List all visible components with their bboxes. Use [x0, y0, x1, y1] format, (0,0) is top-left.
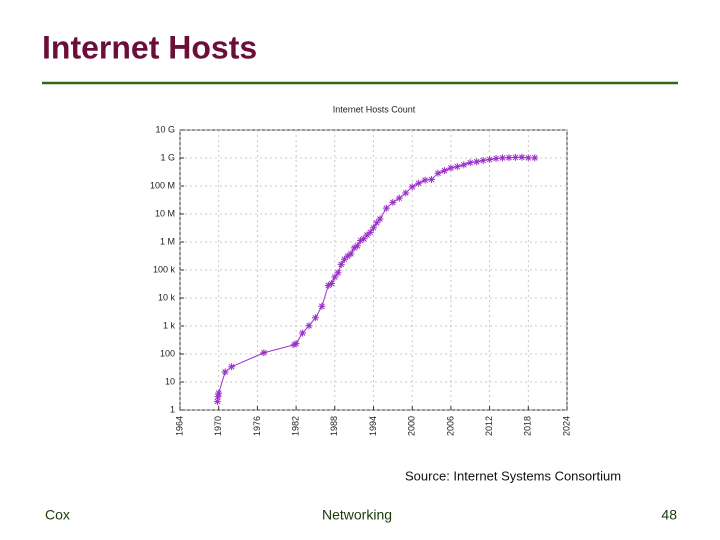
point-marker: [428, 175, 436, 183]
point-marker: [311, 314, 319, 322]
point-marker: [408, 183, 416, 191]
point-marker: [447, 164, 455, 172]
x-tick-label: 1970: [213, 416, 223, 436]
point-marker: [376, 215, 384, 223]
point-marker: [350, 244, 358, 252]
point-marker: [518, 153, 526, 161]
x-tick-label: 2012: [484, 416, 494, 436]
point-marker: [260, 349, 268, 357]
point-marker: [421, 176, 429, 184]
point-marker: [524, 154, 532, 162]
y-tick-label: 10: [165, 376, 175, 386]
x-tick-label: 2006: [445, 416, 455, 436]
point-marker: [492, 154, 500, 162]
point-marker: [402, 189, 410, 197]
point-marker: [299, 329, 307, 337]
point-marker: [340, 255, 348, 263]
point-marker: [531, 154, 539, 162]
footer-center: Networking: [322, 507, 392, 523]
point-marker: [473, 158, 481, 166]
point-marker: [460, 161, 468, 169]
point-marker: [440, 167, 448, 175]
y-tick-label: 10 G: [155, 124, 175, 134]
source-note: Source: Internet Systems Consortium: [405, 468, 621, 483]
x-tick-label: 1982: [290, 416, 300, 436]
point-marker: [373, 219, 381, 227]
point-marker: [360, 235, 368, 243]
y-tick-label: 100: [160, 348, 175, 358]
point-marker: [357, 236, 365, 244]
y-tick-label: 1 G: [160, 152, 175, 162]
point-marker: [331, 273, 339, 281]
point-marker: [228, 363, 236, 371]
series-line: [216, 156, 535, 402]
x-tick-label: 1964: [174, 416, 184, 436]
point-marker: [215, 389, 223, 397]
point-marker: [499, 154, 506, 162]
y-tick-label: 10 k: [158, 292, 176, 302]
x-tick-label: 1976: [252, 416, 262, 436]
point-marker: [415, 179, 423, 187]
y-tick-label: 1 k: [163, 320, 176, 330]
point-marker: [389, 198, 397, 206]
x-tick-label: 2024: [561, 416, 571, 436]
y-tick-label: 100 M: [150, 180, 175, 190]
point-marker: [334, 269, 342, 277]
point-marker: [486, 155, 494, 163]
y-tick-label: 1: [170, 404, 175, 414]
y-tick-label: 100 k: [153, 264, 176, 274]
point-marker: [511, 153, 519, 161]
point-marker: [363, 231, 371, 239]
point-marker: [453, 163, 461, 171]
point-marker: [382, 204, 390, 212]
point-marker: [347, 250, 355, 258]
y-tick-label: 1 M: [160, 236, 175, 246]
point-marker: [466, 159, 474, 167]
y-tick-label: 10 M: [155, 208, 175, 218]
point-marker: [479, 156, 487, 164]
point-marker: [305, 322, 313, 330]
point-marker: [328, 279, 336, 287]
point-marker: [214, 393, 222, 401]
slide-title: Internet Hosts: [42, 29, 257, 65]
point-marker: [337, 260, 345, 268]
point-marker: [344, 252, 352, 260]
point-marker: [290, 341, 298, 349]
point-marker: [370, 224, 377, 232]
x-tick-label: 1988: [329, 416, 339, 436]
point-marker: [292, 340, 300, 348]
x-tick-label: 1994: [368, 416, 378, 436]
point-marker: [505, 154, 513, 162]
point-marker: [353, 242, 361, 250]
point-marker: [434, 169, 442, 177]
page-number: 48: [661, 507, 677, 523]
point-marker: [318, 302, 326, 310]
point-marker: [395, 194, 403, 202]
point-marker: [213, 398, 221, 406]
x-tick-label: 2000: [407, 416, 417, 436]
point-marker: [366, 228, 374, 236]
chart-title: Internet Hosts Count: [333, 104, 416, 114]
footer-left: Cox: [45, 507, 70, 523]
x-tick-label: 2018: [523, 416, 533, 436]
point-marker: [221, 368, 229, 376]
point-marker: [324, 281, 332, 289]
